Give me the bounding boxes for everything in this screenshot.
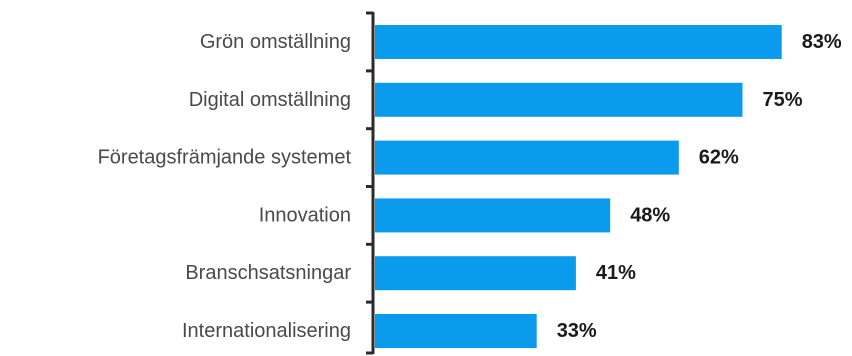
category-label: Branschsatsningar: [185, 262, 351, 284]
category-label: Företagsfrämjande systemet: [98, 147, 352, 169]
category-labels: Grön omställning Digital omställning Föret…: [98, 31, 352, 342]
bars-layer: [375, 25, 782, 348]
value-labels: 83% 75% 62% 48% 41% 33%: [557, 31, 842, 342]
value-label: 41%: [596, 262, 636, 284]
category-axis: [366, 11, 375, 355]
bar: [375, 256, 576, 291]
value-label: 33%: [557, 320, 597, 342]
category-label: Innovation: [259, 204, 351, 226]
value-label: 48%: [630, 204, 670, 226]
bar: [375, 82, 743, 117]
category-label: Internationalisering: [182, 320, 351, 342]
bar: [375, 198, 611, 233]
value-label: 83%: [802, 31, 842, 53]
value-label: 75%: [763, 89, 803, 111]
category-label: Grön omställning: [200, 31, 351, 53]
bar: [375, 314, 537, 348]
category-label: Digital omställning: [189, 89, 351, 111]
bar: [375, 140, 679, 175]
value-label: 62%: [699, 147, 739, 169]
bar: [375, 25, 782, 59]
